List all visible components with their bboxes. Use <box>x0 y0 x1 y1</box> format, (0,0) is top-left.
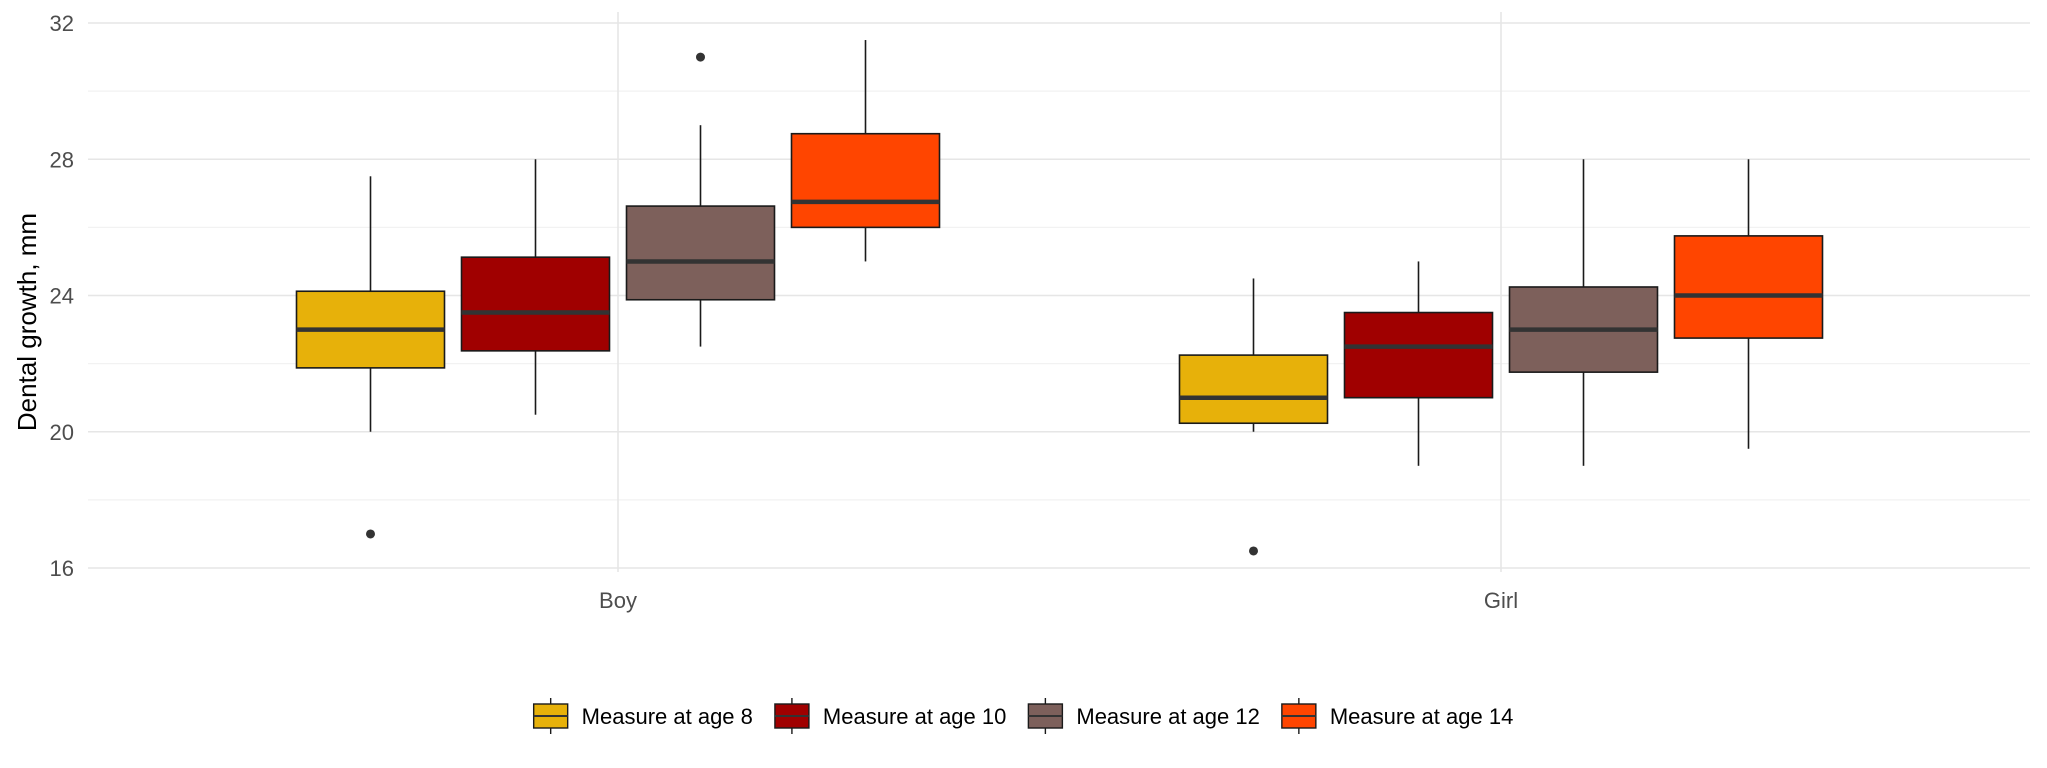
outlier-point <box>696 52 705 62</box>
box-measure-at-age-14-boy <box>790 40 941 262</box>
box-measure-at-age-12-girl <box>1508 159 1659 466</box>
legend-item-measure-at-age-12: Measure at age 12 <box>1027 698 1260 734</box>
legend-item-measure-at-age-10: Measure at age 10 <box>774 698 1006 734</box>
box-body <box>460 256 611 352</box>
box-measure-at-age-8-boy <box>295 176 446 539</box>
x-category-label: Girl <box>1484 588 1518 613</box>
box-body <box>625 205 776 301</box>
legend-item-measure-at-age-8: Measure at age 8 <box>532 698 753 734</box>
legend-label: Measure at age 14 <box>1330 704 1513 729</box>
outlier-point <box>1249 546 1258 556</box>
box-layer <box>295 40 1824 556</box>
y-tick-label: 32 <box>50 11 74 36</box>
legend: Measure at age 8 Measure at age 10 Measure… <box>532 698 1513 734</box>
y-tick-label: 24 <box>50 284 74 309</box>
box-measure-at-age-12-boy <box>625 52 776 347</box>
box-measure-at-age-10-boy <box>460 159 611 415</box>
box-measure-at-age-10-girl <box>1343 261 1494 466</box>
box-measure-at-age-14-girl <box>1673 159 1824 449</box>
box-body <box>1673 235 1824 339</box>
y-tick-label: 16 <box>50 556 74 581</box>
legend-label: Measure at age 8 <box>582 704 753 729</box>
axis-layer: 16 20 24 28 32 Boy Girl <box>50 11 1519 613</box>
box-body <box>1343 311 1494 399</box>
box-measure-at-age-8-girl <box>1178 278 1329 556</box>
box-body <box>1178 354 1329 425</box>
legend-item-measure-at-age-14: Measure at age 14 <box>1281 698 1513 734</box>
y-tick-label: 28 <box>50 147 74 172</box>
legend-label: Measure at age 10 <box>823 704 1006 729</box>
x-category-label: Boy <box>599 588 637 613</box>
legend-label: Measure at age 12 <box>1076 704 1259 729</box>
outlier-point <box>366 529 375 539</box>
y-axis-title: Dental growth, mm <box>12 213 42 431</box>
y-tick-label: 20 <box>50 420 74 445</box>
box-body <box>790 132 941 229</box>
